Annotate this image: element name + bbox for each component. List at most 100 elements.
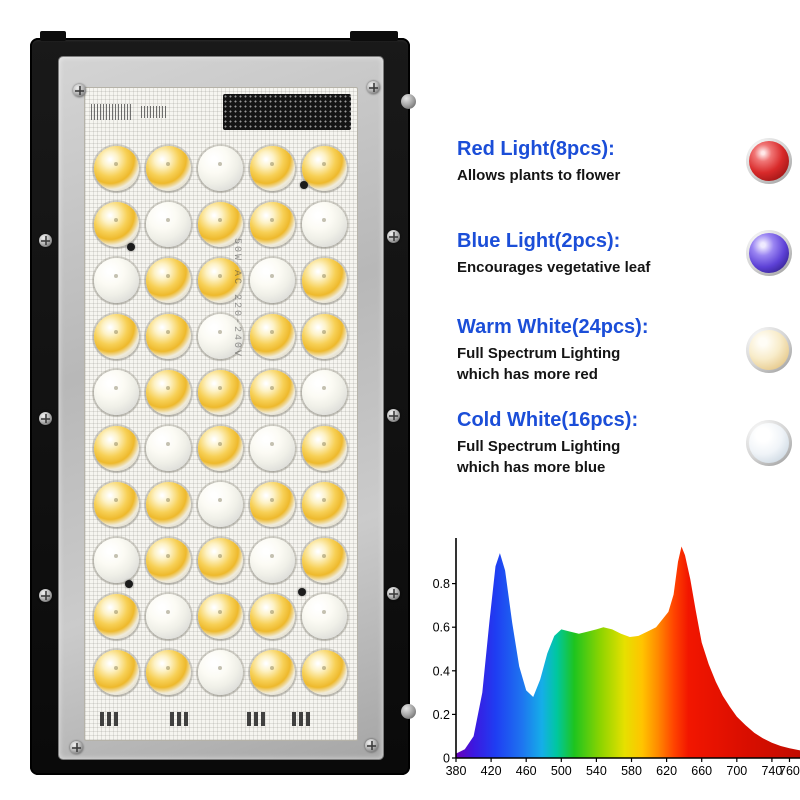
svg-text:580: 580 [621,764,642,778]
cold-white-led [249,257,295,303]
blue-led-ball-icon [746,230,792,276]
warm-white-led [249,593,295,639]
barcode-icon [141,106,167,118]
warm-white-led [145,257,191,303]
warm-white-led [249,481,295,527]
feature-text: Warm White(24pcs): Full Spectrum Lightin… [457,314,736,385]
connector-block [100,712,120,726]
screw-icon [387,587,400,600]
svg-text:460: 460 [516,764,537,778]
warm-white-led [249,369,295,415]
mounting-pin [401,704,416,719]
barcode-icon [91,104,133,120]
warm-white-led [249,649,295,695]
connector-block [292,712,312,726]
svg-text:0.6: 0.6 [433,621,450,635]
svg-text:380: 380 [446,764,467,778]
cold-white-led [93,369,139,415]
warm-white-led [301,313,347,359]
feature-heading: Cold White(16pcs): [457,409,639,431]
warm-white-led [93,313,139,359]
cold-white-led [249,537,295,583]
cold-white-ball-icon [746,419,792,466]
warm-white-led [197,201,243,247]
unlit-led-dot [127,243,135,251]
warm-white-led [145,537,191,583]
svg-text:740: 740 [761,764,782,778]
warm-white-led [145,649,191,695]
cold-white-led [197,313,243,359]
ball-core [749,422,789,463]
feature-line: Full Spectrum Lighting [457,438,621,455]
screw-icon [387,409,400,422]
svg-text:540: 540 [586,764,607,778]
screw-icon [387,230,400,243]
warm-white-led [301,481,347,527]
warm-white-led [197,425,243,471]
feature-text: Cold White(16pcs): Full Spectrum Lightin… [457,407,736,478]
warm-white-led [301,257,347,303]
warm-white-led [145,145,191,191]
feature-line: Full Spectrum Lighting [457,345,621,362]
cold-white-led [197,145,243,191]
cold-white-led [145,201,191,247]
warm-white-led [249,313,295,359]
connector-block [247,712,267,726]
feature-heading: Warm White(24pcs): [457,316,649,338]
features-list: Red Light(8pcs): Allows plants to flower… [457,136,792,478]
feature-text: Blue Light(2pcs): Encourages vegetative … [457,228,736,278]
mounting-tab [40,31,66,41]
feature-line: Allows plants to flower [457,167,621,184]
ball-core [749,141,789,181]
feature-warm-white: Warm White(24pcs): Full Spectrum Lightin… [457,314,792,385]
warm-white-led [93,593,139,639]
feature-line: Encourages vegetative leaf [457,259,651,276]
warm-white-led [93,145,139,191]
svg-text:700: 700 [726,764,747,778]
cold-white-led [145,593,191,639]
warm-white-led [301,649,347,695]
warm-white-led [93,425,139,471]
led-grid [90,140,350,700]
warm-white-led [93,481,139,527]
screw-icon [39,589,52,602]
warm-white-led [93,649,139,695]
warm-white-led [145,369,191,415]
dot-matrix-code-icon [223,94,351,130]
warm-white-led [197,257,243,303]
screw-icon [70,741,83,754]
svg-text:500: 500 [551,764,572,778]
cold-white-led [145,425,191,471]
svg-text:0.2: 0.2 [433,708,450,722]
warm-white-led [249,201,295,247]
red-led-ball-icon [746,138,792,184]
warm-white-led [145,313,191,359]
ball-core [749,329,789,370]
warm-white-led [249,145,295,191]
feature-line: which has more blue [457,459,606,476]
screw-icon [365,739,378,752]
led-board: 50W AC 220-240V [84,87,358,741]
warm-white-led [145,481,191,527]
feature-red-light: Red Light(8pcs): Allows plants to flower [457,136,792,186]
mounting-pin [401,94,416,109]
clear-cover: 50W AC 220-240V [58,56,384,760]
svg-text:760: 760 [779,764,800,778]
feature-blue-light: Blue Light(2pcs): Encourages vegetative … [457,228,792,278]
connector-block [170,712,190,726]
warm-white-led [301,537,347,583]
svg-text:0.8: 0.8 [433,577,450,591]
cold-white-led [301,593,347,639]
feature-heading: Red Light(8pcs): [457,138,615,160]
warm-white-led [301,425,347,471]
feature-line: which has more red [457,366,598,383]
screw-icon [367,81,380,94]
cold-white-led [301,201,347,247]
feature-text: Red Light(8pcs): Allows plants to flower [457,136,736,186]
svg-text:0: 0 [443,752,450,766]
mounting-tab [350,31,398,41]
svg-text:420: 420 [481,764,502,778]
label-strip [91,92,351,132]
